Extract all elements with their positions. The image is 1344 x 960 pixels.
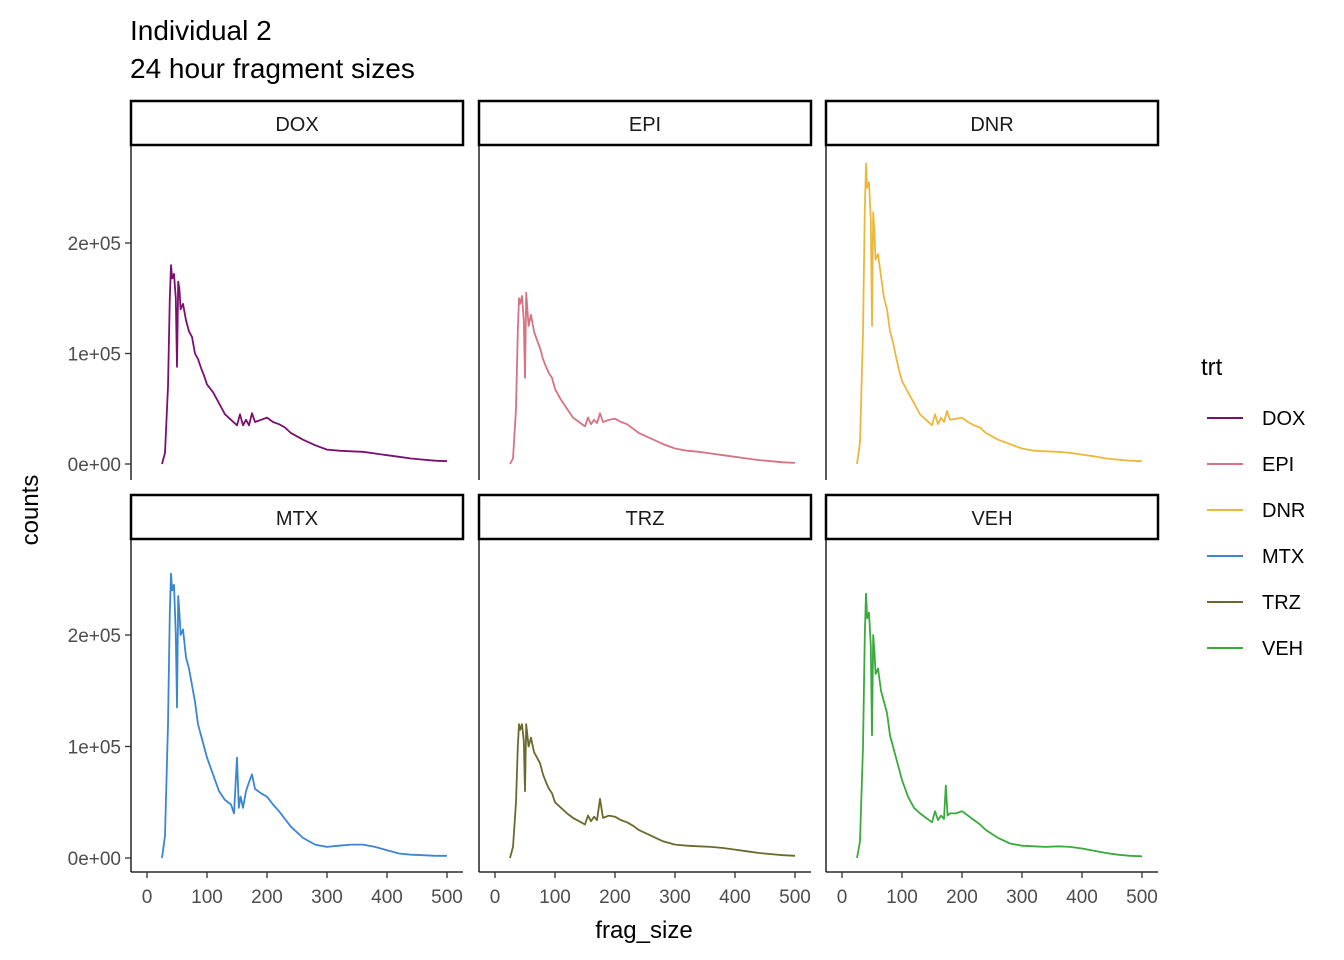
strip-label-dox: DOX bbox=[275, 114, 318, 136]
x-tick-label: 200 bbox=[946, 887, 978, 908]
y-tick-label: 0e+00 bbox=[68, 849, 121, 870]
x-tick-label: 200 bbox=[251, 887, 283, 908]
x-tick-label: 300 bbox=[311, 887, 343, 908]
panel-dnr: DNR bbox=[824, 99, 1160, 480]
strip-trz bbox=[477, 493, 813, 541]
x-tick-label: 500 bbox=[779, 887, 811, 908]
strip-dox bbox=[129, 99, 465, 147]
panel-trz: TRZ 0 100 200 300 400 500 bbox=[477, 493, 813, 908]
facet-panels: DOX 0e+00 1e+05 2e+05 EPI DNR MTX 0 100 200 300 400… bbox=[68, 99, 1160, 908]
series-line-dnr bbox=[856, 162, 1143, 465]
x-tick-label: 100 bbox=[539, 887, 571, 908]
series-line-trz bbox=[509, 723, 796, 859]
strip-label-dnr: DNR bbox=[970, 114, 1013, 136]
x-tick-label: 100 bbox=[886, 887, 918, 908]
y-tick-label: 2e+05 bbox=[68, 626, 121, 647]
x-tick-label: 300 bbox=[1006, 887, 1038, 908]
strip-label-mtx: MTX bbox=[276, 508, 318, 530]
y-tick-label: 0e+00 bbox=[68, 455, 121, 476]
panel-dox: DOX 0e+00 1e+05 2e+05 bbox=[68, 99, 465, 480]
strip-label-veh: VEH bbox=[971, 508, 1012, 530]
x-tick-label: 0 bbox=[490, 887, 501, 908]
x-tick-label: 0 bbox=[142, 887, 153, 908]
x-tick-label: 300 bbox=[659, 887, 691, 908]
panel-epi: EPI bbox=[477, 99, 813, 480]
strip-label-trz: TRZ bbox=[626, 508, 665, 530]
y-axis-title: counts bbox=[17, 475, 44, 546]
chart-title: Individual 2 bbox=[130, 15, 272, 46]
strip-mtx bbox=[129, 493, 465, 541]
strip-label-epi: EPI bbox=[629, 114, 661, 136]
legend-label-veh: VEH bbox=[1262, 638, 1303, 660]
chart-subtitle: 24 hour fragment sizes bbox=[130, 53, 415, 84]
x-tick-label: 500 bbox=[431, 887, 463, 908]
y-tick-label: 1e+05 bbox=[68, 738, 121, 759]
x-tick-label: 400 bbox=[1066, 887, 1098, 908]
series-line-epi bbox=[509, 291, 796, 465]
panel-veh: VEH 0 100 200 300 400 500 bbox=[824, 493, 1160, 908]
x-tick-label: 100 bbox=[191, 887, 223, 908]
legend-label-mtx: MTX bbox=[1262, 546, 1304, 568]
legend-label-dox: DOX bbox=[1262, 408, 1305, 430]
strip-dnr bbox=[824, 99, 1160, 147]
strip-veh bbox=[824, 493, 1160, 541]
x-tick-label: 0 bbox=[837, 887, 848, 908]
strip-epi bbox=[477, 99, 813, 147]
series-line-dox bbox=[161, 264, 448, 465]
legend: trt DOX EPI DNR MTX TRZ VEH bbox=[1201, 354, 1305, 660]
panel-mtx: MTX 0 100 200 300 400 500 0e+00 1e+05 2e+05 bbox=[68, 493, 465, 908]
legend-label-trz: TRZ bbox=[1262, 592, 1301, 614]
x-tick-label: 500 bbox=[1126, 887, 1158, 908]
legend-label-epi: EPI bbox=[1262, 454, 1294, 476]
x-tick-label: 400 bbox=[371, 887, 403, 908]
x-axis-title: frag_size bbox=[595, 917, 692, 944]
x-tick-label: 400 bbox=[719, 887, 751, 908]
y-tick-label: 2e+05 bbox=[68, 234, 121, 255]
legend-label-dnr: DNR bbox=[1262, 500, 1305, 522]
y-tick-label: 1e+05 bbox=[68, 345, 121, 366]
x-tick-label: 200 bbox=[599, 887, 631, 908]
series-line-mtx bbox=[161, 572, 447, 859]
series-line-veh bbox=[856, 592, 1143, 859]
legend-title: trt bbox=[1201, 354, 1223, 381]
